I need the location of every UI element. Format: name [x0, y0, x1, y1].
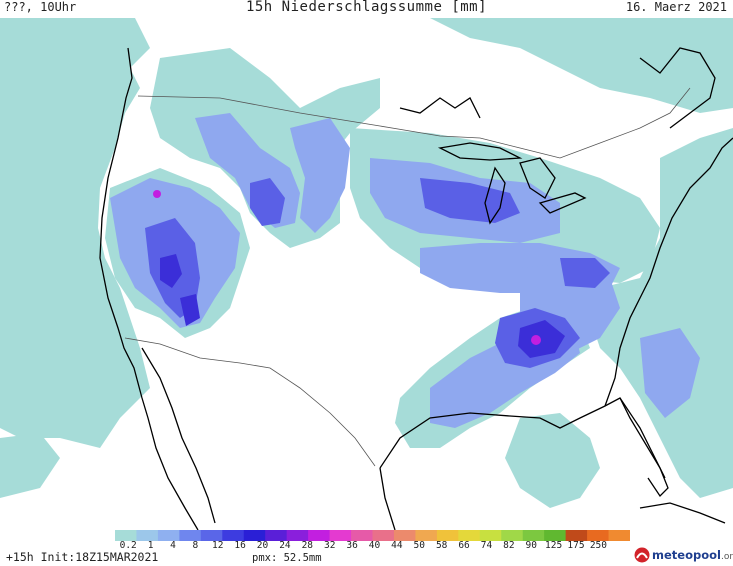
east-coast-line [604, 137, 733, 407]
colorbar-swatch [544, 530, 567, 541]
colorbar-swatch [565, 530, 588, 541]
colorbar-tick-label: 0.2 [119, 540, 137, 551]
colorbar-swatch [286, 530, 309, 541]
pmx-label: pmx: 52.5mm [252, 552, 322, 564]
precip-gulf [505, 413, 600, 508]
us-mexico-border [124, 337, 376, 467]
lake-erie [538, 192, 587, 214]
lake-huron [519, 157, 556, 199]
colorbar-swatch [372, 530, 395, 541]
colorbar-swatch [608, 530, 630, 541]
colorbar-swatch [200, 530, 223, 541]
colorbar-tick-label: 12 [212, 540, 224, 551]
precip-southwest-patch [0, 433, 60, 498]
colorbar-tick-label: 82 [503, 540, 515, 551]
colorbar-swatch [458, 530, 481, 541]
colorbar-swatch [479, 530, 502, 541]
gulf-st-lawrence [639, 47, 716, 129]
meteopool-logo-icon [634, 547, 650, 563]
colorbar-tick-label: 40 [368, 540, 381, 551]
precip-west-coast [0, 18, 150, 448]
meteopool-logo[interactable]: meteopool.org [634, 544, 733, 566]
footer-bar: 0.2 1 4 8 12 16 20 24 28 32 36 40 44 50 58 66 74 82 90 125 1… [0, 530, 733, 566]
meteopool-logo-text: meteopool.org [652, 548, 733, 562]
precip-top-right [430, 18, 733, 113]
colorbar-tick-label: 58 [435, 540, 448, 551]
lake-michigan [484, 166, 506, 225]
colorbar-swatch [157, 530, 180, 541]
meteopool-logo-main: meteopool [652, 548, 721, 562]
colorbar-swatch [243, 530, 266, 541]
colorbar-tick-label: 24 [279, 540, 291, 551]
header-bar: ???, 10Uhr 15h Niederschlagssumme [mm] 1… [0, 0, 733, 18]
precip-atlantic [640, 328, 700, 418]
precip-peak-idaho [153, 190, 161, 198]
colorbar-tick-label: 28 [301, 540, 314, 551]
colorbar-swatch [136, 530, 159, 541]
colorbar-swatch [115, 530, 138, 541]
colorbar-swatch [501, 530, 524, 541]
colorbar-swatch [329, 530, 352, 541]
colorbar-tick-label: 1 [147, 540, 154, 551]
west-coast-line [99, 47, 199, 530]
colorbar-swatch [436, 530, 459, 541]
mexico-coast [379, 467, 396, 530]
gulf-coast-line [379, 397, 666, 479]
colorbar-swatch [522, 530, 545, 541]
precip-intense-layer [160, 254, 565, 358]
colorbar-swatch [393, 530, 417, 541]
precip-michigan [420, 178, 520, 223]
lake-superior [437, 142, 523, 161]
precip-mid-atlantic [560, 258, 610, 288]
colorbar [115, 530, 630, 541]
hudson-bay-shore [399, 97, 481, 119]
precip-nevada-core [160, 254, 182, 288]
colorbar-swatch [222, 530, 245, 541]
map-title: 15h Niederschlagssumme [mm] [245, 0, 488, 15]
meteopool-logo-tld: .org [720, 552, 733, 562]
colorbar-swatch [265, 530, 288, 541]
florida-line [619, 397, 669, 498]
colorbar-swatch [179, 530, 202, 541]
precip-alabama-core [518, 320, 565, 358]
colorbar-swatch [587, 530, 610, 541]
colorbar-tick-label: 66 [458, 540, 470, 551]
precip-peak-alabama [531, 335, 541, 345]
colorbar-tick-label: 90 [525, 540, 537, 551]
colorbar-swatch [308, 530, 331, 541]
precip-dakotas [290, 118, 350, 233]
colorbar-tick-label: 74 [480, 540, 493, 551]
colorbar-swatch [351, 530, 374, 541]
valid-time-label: ???, 10Uhr [4, 0, 77, 14]
colorbar-tick-label: 125 [545, 540, 563, 551]
valid-date-label: 16. Maerz 2021 [625, 0, 727, 14]
run-info-label: +15h Init:18Z15MAR2021 [6, 550, 159, 564]
colorbar-tick-label: 8 [192, 540, 199, 551]
colorbar-tick-label: 250 [589, 540, 607, 551]
cuba-line [639, 502, 726, 524]
precipitation-map [0, 18, 733, 530]
precip-arizona-core [180, 294, 200, 326]
precip-wyoming [250, 178, 285, 226]
colorbar-tick-label: 175 [567, 540, 585, 551]
colorbar-tick-label: 44 [391, 540, 403, 551]
colorbar-ticks: 0.2 1 4 8 12 16 20 24 28 32 36 40 44 50 58 66 74 82 90 125 1… [115, 540, 630, 552]
colorbar-tick-label: 20 [256, 540, 269, 551]
coastlines [99, 47, 733, 530]
baja-peninsula [141, 347, 216, 524]
colorbar-swatch [415, 530, 438, 541]
us-canada-border [137, 87, 691, 159]
colorbar-tick-label: 36 [346, 540, 358, 551]
colorbar-tick-label: 4 [170, 540, 176, 551]
precip-east-coast [590, 128, 733, 498]
borders [124, 87, 691, 467]
colorbar-tick-label: 16 [234, 540, 246, 551]
colorbar-tick-label: 32 [323, 540, 336, 551]
colorbar-tick-label: 50 [413, 540, 426, 551]
